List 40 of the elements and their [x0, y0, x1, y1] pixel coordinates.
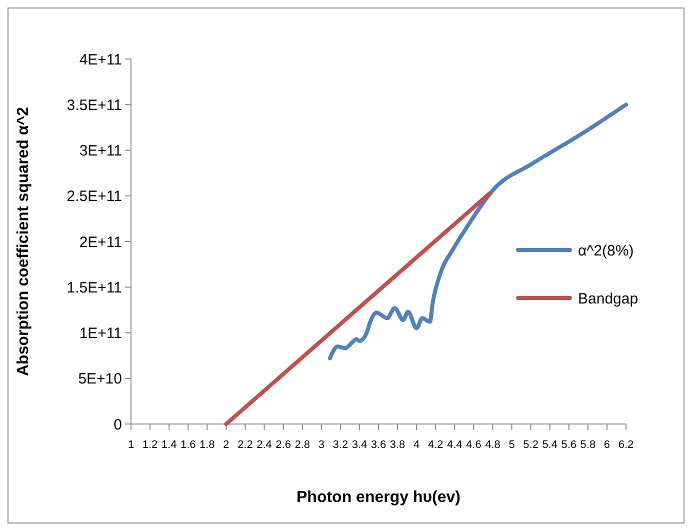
x-tick-label: 2.8: [294, 439, 310, 451]
x-tick-label: 2.2: [238, 439, 253, 451]
y-tick-label: 2.5E+11: [66, 188, 122, 206]
x-tick-label: 4.8: [485, 439, 500, 451]
x-tick-label: 4.6: [466, 439, 482, 451]
x-tick-label: 3: [318, 439, 324, 451]
y-tick-label: 1E+11: [79, 325, 122, 342]
x-tick-label: 1.6: [180, 439, 196, 451]
y-tick-label: 2E+11: [79, 234, 122, 251]
x-tick-label: 4.2: [428, 439, 444, 451]
legend-label: Bandgap: [578, 290, 638, 308]
legend-label: α^2(8%): [578, 242, 634, 260]
x-tick-label: 3.4: [352, 439, 368, 451]
x-tick-label: 5.8: [580, 439, 596, 451]
x-tick-label: 6.2: [618, 439, 634, 451]
x-tick-label: 4.4: [447, 439, 462, 451]
y-axis-title: Absorption coefficient squared α^2: [15, 106, 32, 376]
x-tick-label: 2.4: [256, 439, 272, 451]
x-tick-label: 3.2: [332, 439, 348, 451]
x-tick-label: 3.6: [370, 439, 386, 451]
y-tick-label: 3.5E+11: [66, 96, 122, 114]
y-tick-label: 3E+11: [79, 142, 122, 160]
x-tick-label: 5.2: [523, 439, 538, 451]
x-tick-label: 6: [604, 439, 610, 451]
y-tick-label: 0: [114, 416, 122, 434]
x-tick-label: 1.2: [142, 439, 158, 451]
x-tick-label: 1.8: [200, 439, 215, 451]
x-tick-label: 2.6: [276, 439, 291, 451]
x-tick-label: 2: [223, 439, 230, 451]
x-tick-label: 3.8: [390, 439, 406, 451]
x-axis-title: Photon energy hυ(ev): [296, 489, 460, 506]
x-tick-label: 5.6: [561, 439, 577, 451]
x-tick-label: 5: [508, 439, 515, 451]
y-tick-label: 4E+11: [79, 51, 122, 68]
y-tick-label: 5E+10: [78, 370, 122, 388]
y-tick-label: 1.5E+11: [66, 279, 122, 296]
x-tick-label: 1: [128, 439, 134, 451]
x-tick-label: 4: [414, 439, 420, 451]
x-tick-label: 1.4: [161, 439, 177, 451]
x-tick-label: 5.4: [542, 439, 558, 451]
